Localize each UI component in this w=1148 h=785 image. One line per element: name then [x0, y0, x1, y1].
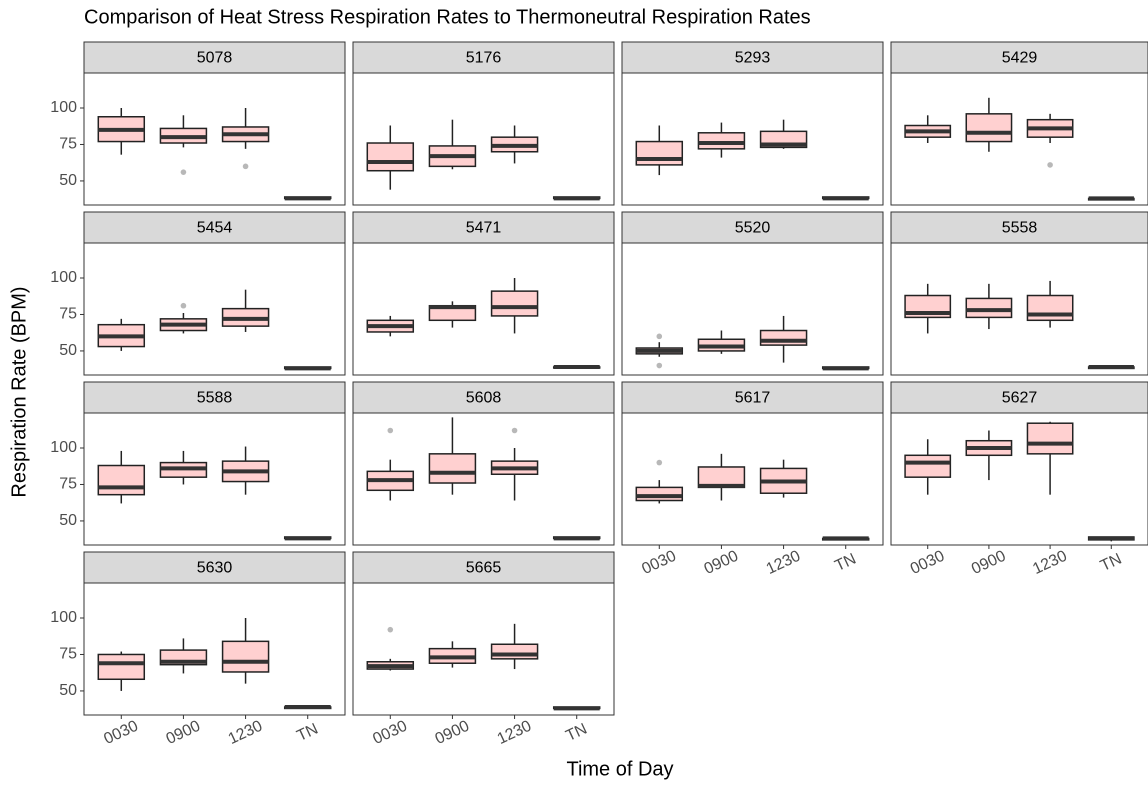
x-axis-label: Time of Day [566, 758, 673, 780]
panel-border [83, 72, 346, 206]
strip [352, 41, 615, 74]
y-tick-label: 100 [50, 439, 77, 456]
box [97, 653, 146, 681]
strip [621, 211, 884, 244]
strip-label: 5630 [197, 560, 233, 577]
box [697, 132, 746, 150]
box [490, 643, 539, 660]
strip-label: 5176 [466, 50, 502, 67]
box [635, 140, 684, 166]
strip-label: 5617 [735, 390, 771, 407]
x-tick-label: TN [832, 551, 859, 575]
strip [83, 41, 346, 74]
y-tick-label: 75 [59, 136, 77, 153]
y-tick-label: 100 [50, 269, 77, 286]
strip [890, 381, 1148, 414]
x-tick-label: 1230 [1030, 547, 1070, 578]
y-tick-label: 100 [50, 609, 77, 626]
outlier [656, 333, 663, 340]
strip [83, 211, 346, 244]
strip-label: 5558 [1002, 220, 1038, 237]
y-tick-label: 100 [50, 99, 77, 116]
panel-border [621, 412, 884, 546]
x-tick-label: TN [1098, 551, 1125, 575]
panel-border [352, 242, 615, 376]
strip [83, 551, 346, 584]
outlier [656, 362, 663, 369]
strip-label: 5608 [466, 390, 502, 407]
outlier [242, 163, 249, 170]
panel-border [352, 582, 615, 716]
strip-label: 5471 [466, 220, 502, 237]
box [428, 453, 477, 484]
box [635, 486, 684, 502]
y-tick-label: 75 [59, 476, 77, 493]
x-tick-label: TN [294, 721, 321, 745]
strip [352, 211, 615, 244]
strip [352, 381, 615, 414]
panel-border [352, 72, 615, 206]
box [1026, 294, 1074, 322]
strip-label: 5293 [735, 50, 771, 67]
outlier [511, 427, 518, 434]
x-tick-label: 1230 [226, 717, 266, 748]
y-tick-label: 50 [59, 512, 77, 529]
outlier [387, 427, 394, 434]
y-axis-label: Respiration Rate (BPM) [8, 286, 30, 497]
x-tick-label: 0900 [969, 547, 1009, 578]
y-tick-label: 50 [59, 172, 77, 189]
x-tick-label: 0900 [702, 547, 742, 578]
panel-border [890, 412, 1148, 546]
panel-border [890, 242, 1148, 376]
outlier [180, 169, 187, 175]
panel-border [890, 72, 1148, 206]
panel-border [83, 242, 346, 376]
strip [83, 381, 346, 414]
x-tick-label: 0900 [164, 717, 204, 748]
panel-border [621, 242, 884, 376]
box [965, 113, 1013, 143]
outlier [180, 302, 187, 309]
strip [890, 41, 1148, 74]
panel-border [621, 72, 884, 206]
strip-label: 5520 [735, 220, 771, 237]
strip-label: 5429 [1002, 50, 1038, 67]
y-tick-label: 50 [59, 342, 77, 359]
box [221, 640, 270, 673]
x-tick-label: 0030 [908, 547, 948, 578]
strip [621, 41, 884, 74]
box [1026, 422, 1074, 455]
panel-border [83, 412, 346, 546]
strip-label: 5665 [466, 560, 502, 577]
strip-label: 5078 [197, 50, 233, 67]
y-tick-label: 50 [59, 682, 77, 699]
x-tick-label: 0900 [433, 717, 473, 748]
x-tick-label: 1230 [495, 717, 535, 748]
box [490, 290, 539, 317]
x-tick-label: 0030 [101, 717, 141, 748]
chart-title: Comparison of Heat Stress Respiration Ra… [84, 6, 811, 28]
outlier [1047, 162, 1053, 168]
strip-label: 5588 [197, 390, 233, 407]
box [97, 464, 146, 496]
panel-border [352, 412, 615, 546]
x-tick-label: 0030 [370, 717, 410, 748]
x-tick-label: TN [563, 721, 590, 745]
box [759, 329, 808, 346]
box [965, 297, 1013, 319]
box [366, 142, 415, 172]
strip-label: 5627 [1002, 390, 1038, 407]
x-tick-label: 1230 [764, 547, 804, 578]
box [904, 454, 952, 478]
outlier [387, 626, 394, 633]
y-tick-label: 75 [59, 646, 77, 663]
x-tick-label: 0030 [639, 547, 679, 578]
y-tick-label: 75 [59, 306, 77, 323]
outlier [656, 459, 663, 466]
strip-label: 5454 [197, 220, 233, 237]
panel-border [83, 582, 346, 716]
